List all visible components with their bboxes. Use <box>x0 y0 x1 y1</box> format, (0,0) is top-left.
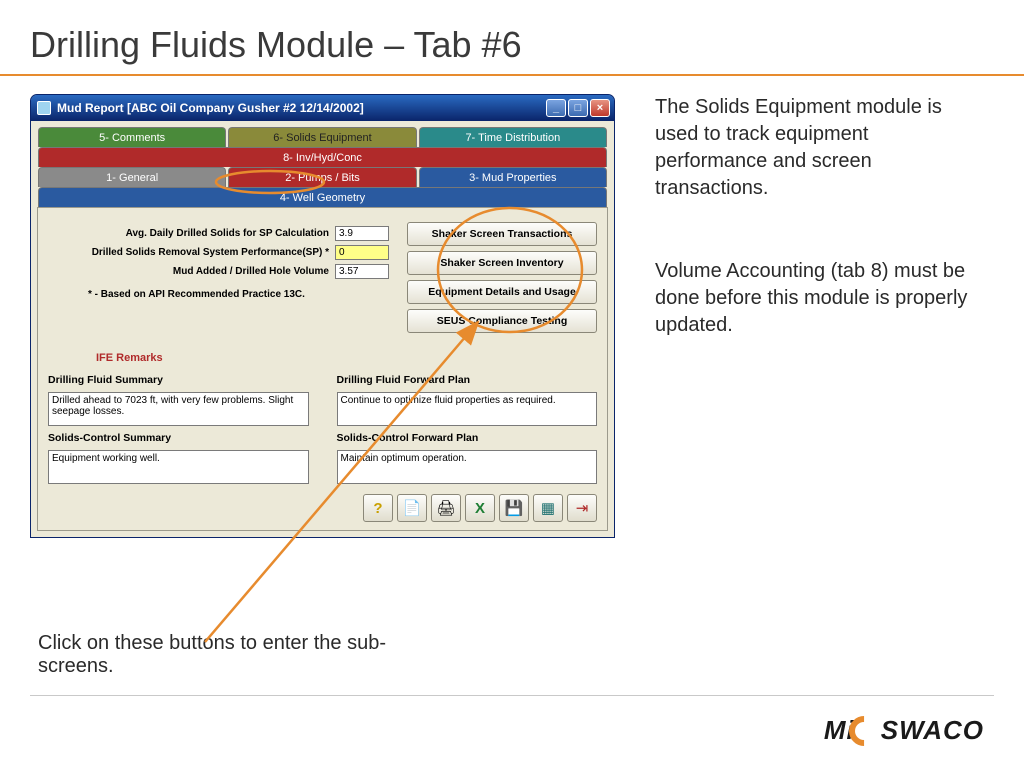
help-icon[interactable]: ? <box>363 494 393 522</box>
workarea: Avg. Daily Drilled Solids for SP Calcula… <box>37 207 608 531</box>
mi-swaco-logo: Mi SWACO <box>824 715 984 746</box>
maximize-button[interactable]: □ <box>568 99 588 117</box>
mud-added-ratio-label: Mud Added / Drilled Hole Volume <box>48 266 335 277</box>
description-paragraph-2: Volume Accounting (tab 8) must be done b… <box>655 258 985 339</box>
window-title: Mud Report [ABC Oil Company Gusher #2 12… <box>57 101 544 115</box>
tab-inv-hyd-conc[interactable]: 8- Inv/Hyd/Conc <box>38 147 607 167</box>
summary-grid: Drilling Fluid Summary Drilling Fluid Fo… <box>48 374 597 484</box>
close-button[interactable]: × <box>590 99 610 117</box>
tab-time-distribution[interactable]: 7- Time Distribution <box>419 127 607 147</box>
api-footnote: * - Based on API Recommended Practice 13… <box>48 289 389 300</box>
ife-remarks-label: IFE Remarks <box>96 352 597 364</box>
mud-report-window: Mud Report [ABC Oil Company Gusher #2 12… <box>30 94 615 538</box>
window-client: 5- Comments 6- Solids Equipment 7- Time … <box>31 121 614 537</box>
equipment-details-usage-button[interactable]: Equipment Details and Usage <box>407 280 597 304</box>
save-icon[interactable]: 💾 <box>499 494 529 522</box>
slide-title: Drilling Fluids Module – Tab #6 <box>0 0 1024 74</box>
shaker-screen-transactions-button[interactable]: Shaker Screen Transactions <box>407 222 597 246</box>
footer-divider <box>30 695 994 696</box>
sp-performance-label: Drilled Solids Removal System Performanc… <box>48 247 335 258</box>
exit-icon[interactable]: ⇥ <box>567 494 597 522</box>
bottom-toolbar: ? 📄 🖨 X 💾 ▦ ⇥ <box>48 494 597 522</box>
report-icon[interactable]: 📄 <box>397 494 427 522</box>
solids-control-summary-label: Solids-Control Summary <box>48 432 309 444</box>
tab-general[interactable]: 1- General <box>38 167 226 187</box>
logo-swaco: SWACO <box>881 715 984 746</box>
metrics-panel: Avg. Daily Drilled Solids for SP Calcula… <box>48 222 389 300</box>
window-app-icon <box>37 101 51 115</box>
tab-row-top: 5- Comments 6- Solids Equipment 7- Time … <box>37 127 608 167</box>
drilling-fluid-summary-label: Drilling Fluid Summary <box>48 374 309 386</box>
tab-comments[interactable]: 5- Comments <box>38 127 226 147</box>
description-paragraph-1: The Solids Equipment module is used to t… <box>655 94 985 202</box>
title-underline <box>0 74 1024 76</box>
subscreen-button-stack: Shaker Screen Transactions Shaker Screen… <box>407 222 597 338</box>
sp-performance-value[interactable]: 0 <box>335 245 389 260</box>
print-icon[interactable]: 🖨 <box>431 494 461 522</box>
solids-control-summary-box[interactable]: Equipment working well. <box>48 450 309 484</box>
seus-compliance-testing-button[interactable]: SEUS Compliance Testing <box>407 309 597 333</box>
drilling-fluid-forward-plan-label: Drilling Fluid Forward Plan <box>337 374 598 386</box>
excel-icon[interactable]: X <box>465 494 495 522</box>
drilling-fluid-forward-plan-box[interactable]: Continue to optimize fluid properties as… <box>337 392 598 426</box>
tab-well-geometry[interactable]: 4- Well Geometry <box>38 187 607 207</box>
tab-pumps-bits[interactable]: 2- Pumps / Bits <box>228 167 416 187</box>
description-column: The Solids Equipment module is used to t… <box>655 94 985 538</box>
tab-mud-properties[interactable]: 3- Mud Properties <box>419 167 607 187</box>
mud-added-ratio-value[interactable]: 3.57 <box>335 264 389 279</box>
minimize-button[interactable]: _ <box>546 99 566 117</box>
shaker-screen-inventory-button[interactable]: Shaker Screen Inventory <box>407 251 597 275</box>
window-titlebar: Mud Report [ABC Oil Company Gusher #2 12… <box>31 95 614 121</box>
avg-daily-drilled-solids-value[interactable]: 3.9 <box>335 226 389 241</box>
avg-daily-drilled-solids-label: Avg. Daily Drilled Solids for SP Calcula… <box>48 228 335 239</box>
drilling-fluid-summary-box[interactable]: Drilled ahead to 7023 ft, with very few … <box>48 392 309 426</box>
tab-row-bottom: 1- General 2- Pumps / Bits 3- Mud Proper… <box>37 167 608 207</box>
tab-solids-equipment[interactable]: 6- Solids Equipment <box>228 127 416 147</box>
callout-text: Click on these buttons to enter the sub-… <box>38 632 458 678</box>
grid-icon[interactable]: ▦ <box>533 494 563 522</box>
solids-control-forward-plan-box[interactable]: Maintain optimum operation. <box>337 450 598 484</box>
solids-control-forward-plan-label: Solids-Control Forward Plan <box>337 432 598 444</box>
